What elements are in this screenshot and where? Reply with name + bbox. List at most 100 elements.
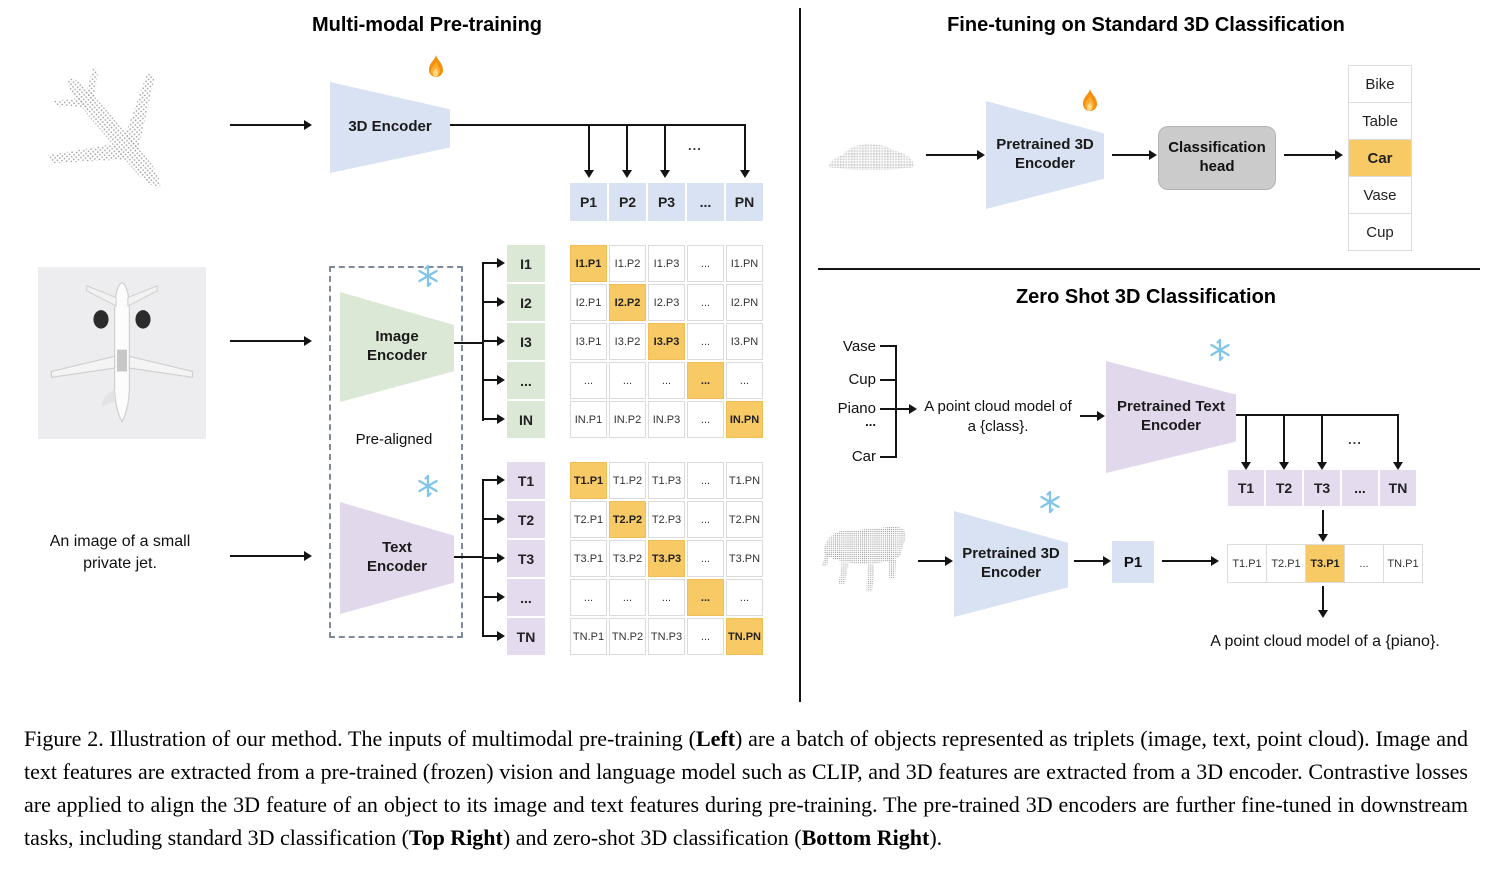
classification-head-label: Classification head (1168, 139, 1266, 175)
class-name-piano: Piano (837, 400, 876, 417)
similarity-cell: T3.P1 (570, 540, 607, 577)
similarity-cell: I1.P1 (570, 245, 607, 282)
ellipsis: ... (1348, 432, 1362, 447)
arrow (1317, 416, 1327, 470)
classification-head: Classification head (1158, 126, 1276, 190)
connector-line (482, 263, 484, 421)
similarity-cell: ... (726, 579, 763, 616)
caption-segment: ) and zero-shot 3D classification ( (502, 825, 802, 850)
image-feature-label: IN (507, 401, 545, 438)
arrow-encoder-to-head (1112, 150, 1157, 160)
snowflake-icon (416, 474, 440, 498)
similarity-cell: I3.P2 (609, 323, 646, 360)
p-feature-cell: ... (687, 183, 724, 221)
arrow-pointcloud-to-3d-encoder (230, 120, 312, 130)
connector-line (454, 342, 482, 344)
similarity-row: T1.P1 T2.P1 T3.P1... TN.P1 (1227, 544, 1423, 583)
similarity-cell: T2.P3 (648, 501, 685, 538)
similarity-cell: I2.PN (726, 284, 763, 321)
image-feature-label: ... (507, 362, 545, 399)
similarity-cell: I2.P3 (648, 284, 685, 321)
caption-segment-bold: Top Right (408, 825, 503, 850)
snowflake-icon (416, 264, 440, 288)
arrow (482, 514, 505, 524)
arrow (482, 375, 505, 385)
similarity-cell: ... (570, 362, 607, 399)
similarity-cell: ... (1345, 545, 1383, 582)
connector-line (880, 379, 897, 381)
similarity-cell: TN.P3 (648, 618, 685, 655)
similarity-cell: T2.P1 (1267, 545, 1305, 582)
pretrained-3d-encoder-label: Pretrained 3D Encoder (962, 545, 1060, 581)
arrow-trow-to-similarity (1318, 510, 1328, 542)
p-feature-cell: P3 (648, 183, 685, 221)
similarity-cell: IN.P3 (648, 401, 685, 438)
vertical-divider (799, 8, 801, 702)
class-item: Car (1349, 140, 1411, 176)
arrow (482, 592, 505, 602)
3d-encoder: 3D Encoder (330, 82, 450, 173)
similarity-cell: T1.PN (726, 462, 763, 499)
similarity-cell: T2.PN (726, 501, 763, 538)
arrow (482, 631, 505, 641)
similarity-cell: T2.P2 (609, 501, 646, 538)
arrow-p1-to-similarity (1162, 556, 1219, 566)
arrow (584, 126, 594, 178)
similarity-cell: ... (609, 362, 646, 399)
similarity-cell: T1.P3 (648, 462, 685, 499)
p-feature-cell: P1 (570, 183, 607, 221)
similarity-cell: ... (687, 323, 724, 360)
image-feature-label: I3 (507, 323, 545, 360)
caption-segment: ) are a batch of objects represented as … (24, 726, 1468, 850)
pretrained-3d-encoder-zeroshot: Pretrained 3D Encoder (954, 511, 1068, 617)
similarity-cell: I3.PN (726, 323, 763, 360)
p1-feature-cell: P1 (1112, 541, 1154, 583)
zeroshot-title: Zero Shot 3D Classification (1015, 286, 1277, 308)
text-feature-cell: TN (1380, 470, 1416, 506)
similarity-cell: I1.P2 (609, 245, 646, 282)
class-item: Cup (1349, 214, 1411, 250)
p-feature-cell: PN (726, 183, 763, 221)
similarity-cell: ... (687, 501, 724, 538)
text-feature-label: T2 (507, 501, 545, 538)
caption-segment-bold: Bottom Right (801, 825, 930, 850)
similarity-cell: T3.P3 (648, 540, 685, 577)
class-item: Vase (1349, 177, 1411, 213)
similarity-cell: ... (687, 245, 724, 282)
image-feature-label: I2 (507, 284, 545, 321)
similarity-cell: ... (687, 618, 724, 655)
pretrained-text-encoder-label: Pretrained Text Encoder (1116, 398, 1226, 434)
pretrained-text-encoder: Pretrained Text Encoder (1106, 361, 1236, 473)
similarity-cell: ... (648, 362, 685, 399)
similarity-cell: T3.P2 (609, 540, 646, 577)
similarity-cell: T1.P1 (570, 462, 607, 499)
similarity-cell: ... (687, 540, 724, 577)
text-encoder-label: Text Encoder (366, 539, 427, 575)
text-feature-cell: T2 (1266, 470, 1302, 506)
arrow-similarity-to-result (1318, 586, 1328, 618)
car-point-cloud (824, 128, 918, 187)
arrow (660, 126, 670, 178)
pretrained-3d-encoder-label: Pretrained 3D Encoder (996, 136, 1094, 172)
image-encoder-label: Image Encoder (366, 328, 427, 364)
fire-icon (424, 54, 448, 82)
ellipsis: ... (688, 138, 702, 153)
connector-line (895, 345, 897, 458)
pre-aligned-box (329, 266, 463, 638)
similarity-cell: ... (609, 579, 646, 616)
similarity-cell: ... (570, 579, 607, 616)
airplane-image (38, 267, 206, 439)
similarity-cell: ... (687, 579, 724, 616)
class-item: Bike (1349, 66, 1411, 102)
similarity-cell: T3.PN (726, 540, 763, 577)
connector-line (1236, 414, 1399, 416)
arrow-text-to-text-encoder (230, 551, 312, 561)
arrow (482, 475, 505, 485)
text-feature-cell: T3 (1304, 470, 1340, 506)
image-feature-labels: I1 I2 I3... IN (507, 245, 545, 438)
finetune-title: Fine-tuning on Standard 3D Classificatio… (947, 14, 1345, 36)
arrow-piano-to-encoder (918, 556, 953, 566)
similarity-cell: I2.P1 (570, 284, 607, 321)
prompt-template: A point cloud model of a {class}. (924, 398, 1072, 436)
p-feature-row: P1 P2 P3... PN (570, 183, 763, 221)
